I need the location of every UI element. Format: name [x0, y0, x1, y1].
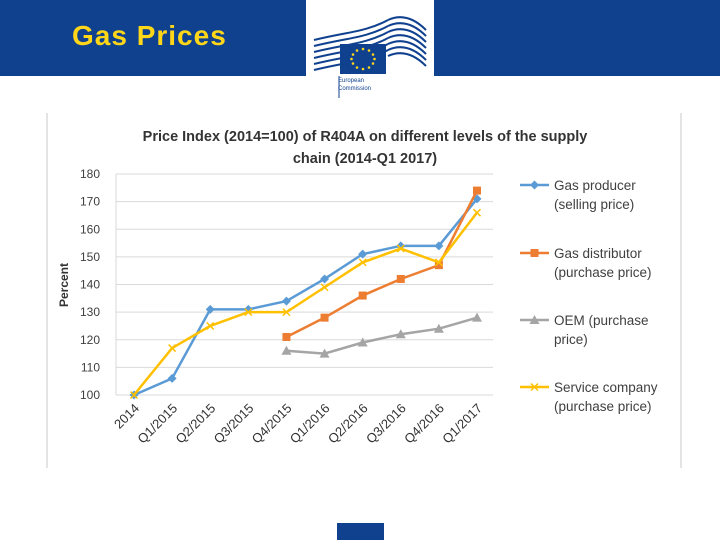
data-point — [206, 321, 215, 330]
y-tick-label: 180 — [80, 167, 100, 181]
data-point — [205, 304, 215, 314]
data-point — [357, 337, 368, 347]
legend-label: Gas distributor — [554, 246, 642, 261]
data-point — [395, 329, 406, 339]
y-axis-label: Percent — [57, 263, 71, 307]
chart-title-line2: chain (2014-Q1 2017) — [293, 151, 437, 167]
y-tick-label: 100 — [80, 388, 100, 402]
y-tick-label: 130 — [80, 305, 100, 319]
data-point — [320, 274, 330, 284]
data-point — [472, 312, 482, 322]
x-tick-label: Q1/2016 — [287, 401, 333, 447]
data-point — [434, 261, 443, 270]
series-line — [133, 211, 478, 396]
data-point — [281, 345, 292, 355]
logo-text-line2: Commission — [338, 86, 372, 92]
data-point — [320, 313, 329, 322]
data-point — [358, 291, 367, 300]
y-tick-label: 160 — [80, 222, 100, 236]
logo-text-line1: European — [338, 78, 365, 84]
data-point — [358, 249, 368, 259]
series-line — [285, 190, 479, 339]
series-square — [282, 186, 481, 341]
x-tick-label: Q3/2015 — [211, 401, 257, 447]
data-point — [129, 390, 139, 400]
data-point — [529, 315, 540, 324]
y-tick-label: 110 — [81, 360, 100, 374]
data-point — [530, 249, 539, 257]
series-diamond — [129, 194, 482, 400]
legend-label: OEM (purchase — [554, 313, 649, 328]
legend-label: Gas producer — [554, 178, 636, 193]
x-tick-label: Q4/2016 — [401, 401, 447, 447]
data-point — [530, 382, 539, 392]
data-point — [319, 348, 330, 358]
y-tick-label: 120 — [80, 333, 100, 347]
series-x — [129, 208, 482, 400]
series-line — [286, 316, 478, 355]
legend-label: (selling price) — [554, 197, 634, 212]
data-point — [434, 258, 443, 267]
data-point — [472, 208, 482, 217]
series-triangle — [281, 312, 482, 358]
chart-title-line1: Price Index (2014=100) of R404A on diffe… — [143, 129, 588, 145]
commission-building-icon — [313, 16, 427, 98]
x-tick-label: Q1/2015 — [134, 401, 180, 447]
data-point — [167, 373, 177, 383]
data-point — [396, 274, 405, 283]
data-point — [282, 332, 291, 341]
x-tick-label: Q2/2015 — [172, 401, 218, 447]
x-tick-label: 2014 — [111, 401, 142, 432]
y-tick-label: 140 — [80, 278, 100, 292]
legend-label: price) — [554, 332, 588, 347]
data-point — [396, 244, 405, 253]
data-point — [434, 241, 444, 251]
data-point — [320, 283, 329, 292]
x-tick-label: Q1/2017 — [439, 401, 485, 447]
data-point — [433, 323, 444, 333]
data-point — [281, 296, 291, 306]
data-point — [358, 258, 367, 267]
footer-bar — [337, 523, 384, 540]
commission-label: European Commission — [338, 77, 398, 93]
eu-stars-icon — [350, 47, 376, 71]
legend-label: (purchase price) — [554, 399, 652, 414]
page-title: Gas Prices — [72, 20, 227, 51]
x-tick-label: Q2/2016 — [325, 401, 371, 447]
data-point — [473, 186, 481, 195]
y-tick-label: 150 — [80, 250, 100, 264]
data-point — [530, 180, 539, 190]
data-point — [282, 308, 291, 317]
european-commission-logo — [306, 0, 434, 106]
x-tick-label: Q3/2016 — [363, 401, 409, 447]
legend-label: Service company — [554, 380, 658, 395]
data-point — [168, 344, 177, 353]
y-tick-label: 170 — [80, 195, 100, 209]
series-line — [133, 198, 478, 397]
data-point — [244, 308, 253, 317]
legend-label: (purchase price) — [554, 265, 652, 280]
x-tick-label: Q4/2015 — [249, 401, 295, 447]
